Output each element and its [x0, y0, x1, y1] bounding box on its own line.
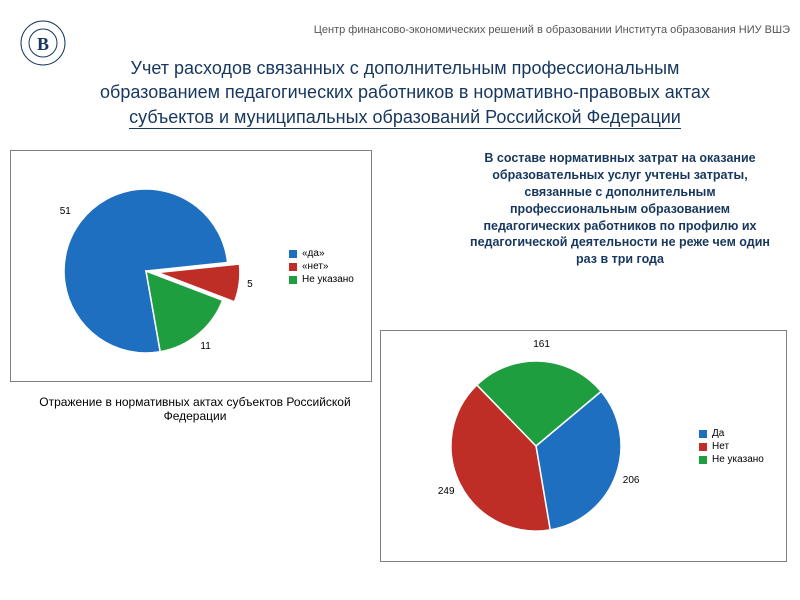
chart-b-legend: Да Нет Не указано: [699, 426, 764, 467]
legend-label: Нет: [712, 441, 729, 452]
title-line-1: Учет расходов связанных с дополнительным…: [131, 58, 680, 78]
legend-label: «нет»: [302, 261, 328, 272]
legend-row: Нет: [699, 441, 764, 452]
legend-row: «да»: [289, 248, 354, 259]
legend-swatch: [289, 276, 297, 284]
legend-row: Не указано: [289, 274, 354, 285]
chart-a-container: «да» «нет» Не указано 51 5 11: [10, 150, 372, 382]
title-line-3: субъектов и муниципальных образований Ро…: [129, 107, 681, 129]
chart-a-caption: Отражение в нормативных актах субъектов …: [20, 395, 370, 423]
pie-data-label: 249: [438, 486, 455, 497]
main-title: Учет расходов связанных с дополнительным…: [80, 56, 730, 129]
legend-row: «нет»: [289, 261, 354, 272]
legend-swatch: [699, 456, 707, 464]
legend-row: Да: [699, 428, 764, 439]
pie-data-label: 5: [247, 279, 253, 290]
legend-label: Не указано: [712, 454, 764, 465]
legend-swatch: [699, 430, 707, 438]
legend-row: Не указано: [699, 454, 764, 465]
legend-label: «да»: [302, 248, 325, 259]
legend-swatch: [289, 263, 297, 271]
pie-data-label: 11: [200, 341, 210, 352]
legend-label: Да: [712, 428, 724, 439]
pie-data-label: 206: [623, 475, 640, 486]
pie-data-label: 51: [60, 206, 71, 217]
hse-logo: В: [20, 20, 66, 66]
svg-text:В: В: [37, 34, 49, 54]
legend-label: Не указано: [302, 274, 354, 285]
legend-swatch: [699, 443, 707, 451]
chart-a-legend: «да» «нет» Не указано: [289, 246, 354, 287]
chart-b-container: Да Нет Не указано 206 249 161: [380, 330, 787, 562]
legend-swatch: [289, 250, 297, 258]
title-line-2: образованием педагогических работников в…: [100, 82, 710, 102]
pie-data-label: 161: [533, 339, 550, 350]
header-org-line: Центр финансово-экономических решений в …: [314, 24, 790, 36]
chart-b-caption: В составе нормативных затрат на оказание…: [460, 150, 780, 268]
